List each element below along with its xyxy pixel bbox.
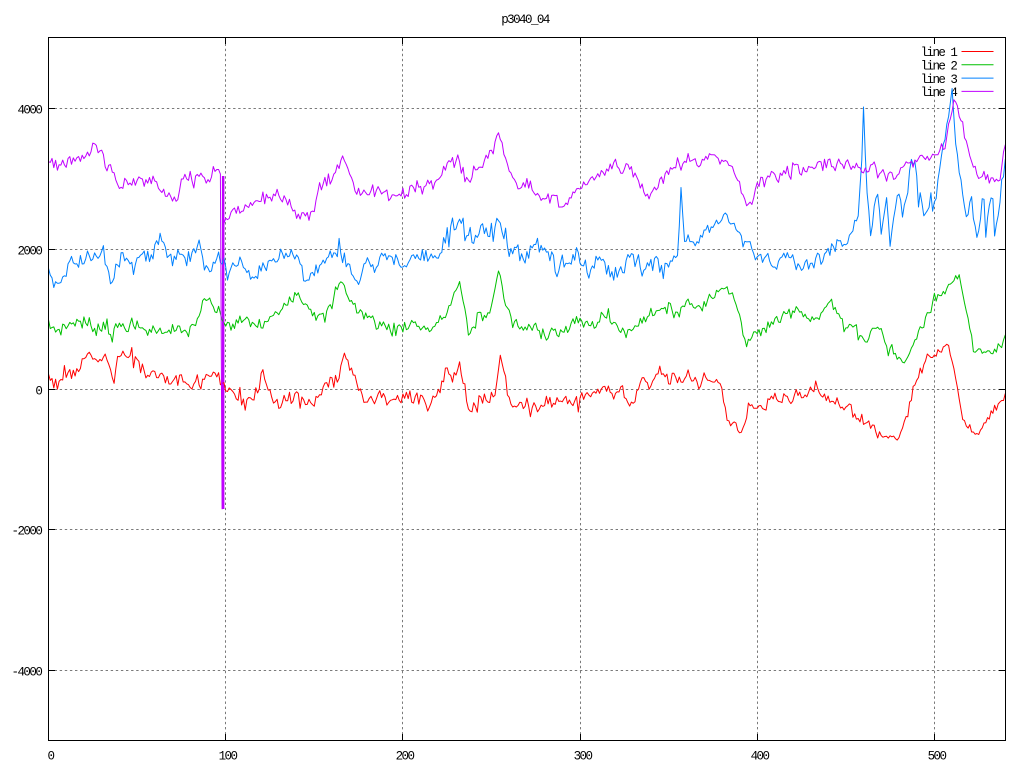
svg-text:4000: 4000	[17, 104, 42, 118]
svg-text:p3040_04: p3040_04	[501, 13, 550, 27]
svg-text:-2000: -2000	[12, 525, 43, 539]
svg-text:line 2: line 2	[921, 60, 958, 74]
svg-text:0: 0	[35, 385, 42, 399]
svg-text:line 3: line 3	[921, 73, 958, 87]
svg-text:0: 0	[48, 750, 55, 764]
svg-text:200: 200	[396, 750, 415, 764]
svg-text:500: 500	[928, 750, 947, 764]
svg-text:2000: 2000	[17, 245, 42, 259]
svg-text:line 4: line 4	[921, 86, 958, 100]
svg-text:line 1: line 1	[921, 46, 958, 60]
svg-text:300: 300	[574, 750, 593, 764]
svg-text:400: 400	[751, 750, 770, 764]
svg-text:100: 100	[219, 750, 238, 764]
svg-text:-4000: -4000	[12, 666, 43, 680]
